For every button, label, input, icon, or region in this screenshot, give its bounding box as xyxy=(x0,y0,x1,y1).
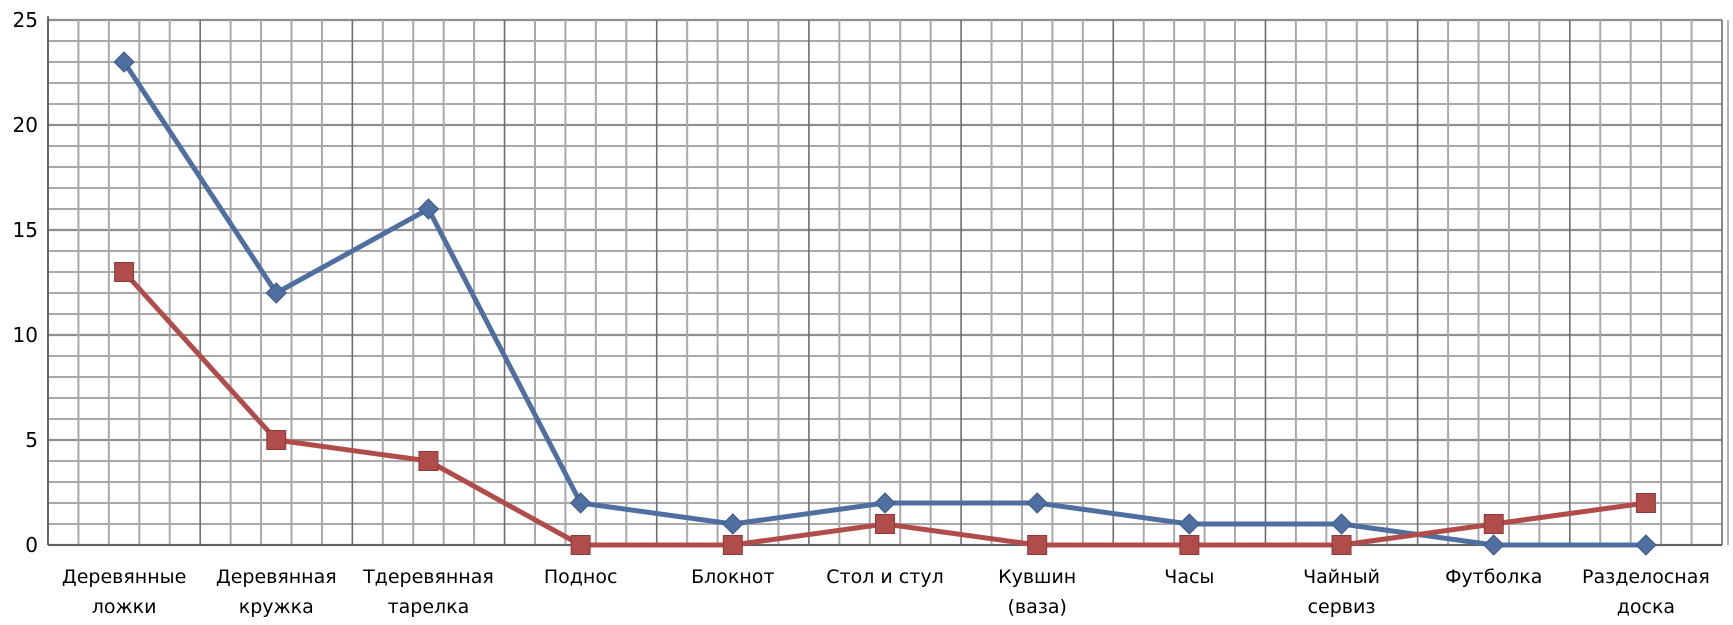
x-tick-label-line: ложки xyxy=(92,596,157,618)
x-tick-label-line: Чайный xyxy=(1303,566,1380,588)
data-point-square xyxy=(1331,535,1352,555)
x-tick-label: Чайный сервиз xyxy=(1303,566,1380,618)
x-tick-label-line: Деревянная xyxy=(216,566,337,588)
x-tick-label-line: сервиз xyxy=(1308,596,1376,618)
x-tick-label-line: тарелка xyxy=(388,596,470,618)
x-tick-label-line: Стол и стул xyxy=(826,566,943,588)
x-tick-label: Деревянные ложки xyxy=(62,566,186,618)
data-point-diamond xyxy=(1178,513,1201,535)
data-point-square xyxy=(1635,493,1656,513)
x-tick-label-line: Деревянные xyxy=(62,566,186,588)
y-tick-label: 10 xyxy=(13,323,38,347)
x-tick-label: Деревянная кружка xyxy=(216,566,337,618)
x-tick-label-line: Кувшин xyxy=(998,566,1076,588)
y-tick-label: 15 xyxy=(13,218,38,242)
data-point-diamond xyxy=(569,492,592,514)
x-tick-label-line: Тдеревянная xyxy=(362,566,494,588)
x-tick-label: Стол и стул xyxy=(826,566,943,588)
data-point-square xyxy=(114,262,135,282)
y-tick-label: 5 xyxy=(25,428,38,452)
x-tick-label-line: Часы xyxy=(1164,566,1214,588)
y-tick-label: 0 xyxy=(25,533,38,557)
x-tick-label: Разделосная доска xyxy=(1582,566,1710,618)
data-point-diamond xyxy=(722,513,744,535)
x-tick-label-line: Футболка xyxy=(1445,566,1542,588)
axes xyxy=(47,16,1722,546)
y-tick-label: 20 xyxy=(13,113,38,137)
tick-labels: 0 5 10 15 20 25 Деревянные ложки Деревянная кружк… xyxy=(13,8,1710,618)
x-tick-label: Футболка xyxy=(1445,566,1542,588)
data-point-square xyxy=(1483,514,1504,534)
data-point-diamond xyxy=(265,282,287,304)
y-tick-label: 25 xyxy=(13,8,38,32)
data-point-square xyxy=(418,451,439,471)
x-tick-label-line: кружка xyxy=(239,596,314,618)
data-point-square xyxy=(1179,535,1200,555)
data-point-square xyxy=(266,430,287,450)
x-tick-label-line: доска xyxy=(1617,596,1675,618)
x-tick-label: Кувшин (ваза) xyxy=(998,566,1076,618)
data-point-diamond xyxy=(1635,534,1657,556)
x-tick-label: Тдеревянная тарелка xyxy=(362,566,494,618)
data-point-diamond xyxy=(113,51,135,73)
x-tick-label: Поднос xyxy=(544,566,618,588)
data-point-diamond xyxy=(874,492,896,514)
x-tick-label-line: (ваза) xyxy=(1007,596,1066,618)
data-point-diamond xyxy=(417,198,440,220)
series-1 xyxy=(113,51,1657,556)
data-point-square xyxy=(1027,535,1048,555)
x-tick-label: Блокнот xyxy=(691,566,774,588)
x-tick-label-line: Поднос xyxy=(544,566,618,588)
data-point-diamond xyxy=(1483,534,1505,556)
x-tick-label: Часы xyxy=(1164,566,1214,588)
data-point-diamond xyxy=(1026,492,1048,514)
data-point-square xyxy=(722,535,743,555)
data-point-square xyxy=(875,514,895,534)
x-tick-label-line: Разделосная xyxy=(1582,566,1710,588)
series-2 xyxy=(114,262,1656,555)
x-tick-label-line: Блокнот xyxy=(691,566,774,588)
data-point-square xyxy=(570,535,591,555)
series-group xyxy=(113,51,1657,556)
data-point-diamond xyxy=(1330,513,1353,535)
